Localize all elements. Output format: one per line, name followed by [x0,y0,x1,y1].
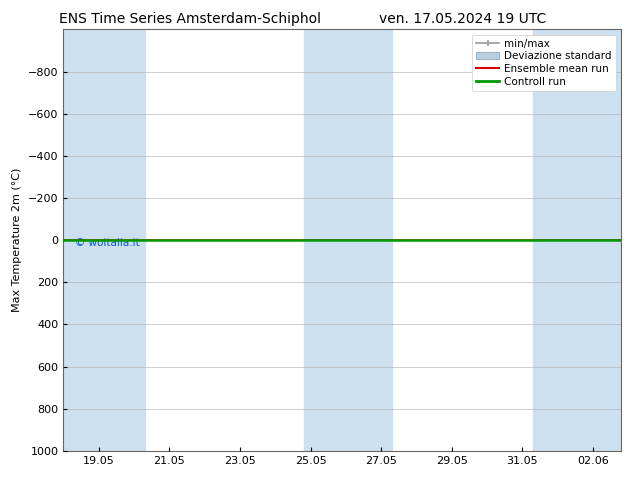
Text: ven. 17.05.2024 19 UTC: ven. 17.05.2024 19 UTC [379,12,547,26]
Legend: min/max, Deviazione standard, Ensemble mean run, Controll run: min/max, Deviazione standard, Ensemble m… [472,35,616,91]
Bar [63,29,145,451]
Text: ENS Time Series Amsterdam-Schiphol: ENS Time Series Amsterdam-Schiphol [59,12,321,26]
Y-axis label: Max Temperature 2m (°C): Max Temperature 2m (°C) [13,168,22,312]
Bar [533,29,621,451]
Bar [304,29,392,451]
Text: © woitalia.it: © woitalia.it [75,238,139,248]
